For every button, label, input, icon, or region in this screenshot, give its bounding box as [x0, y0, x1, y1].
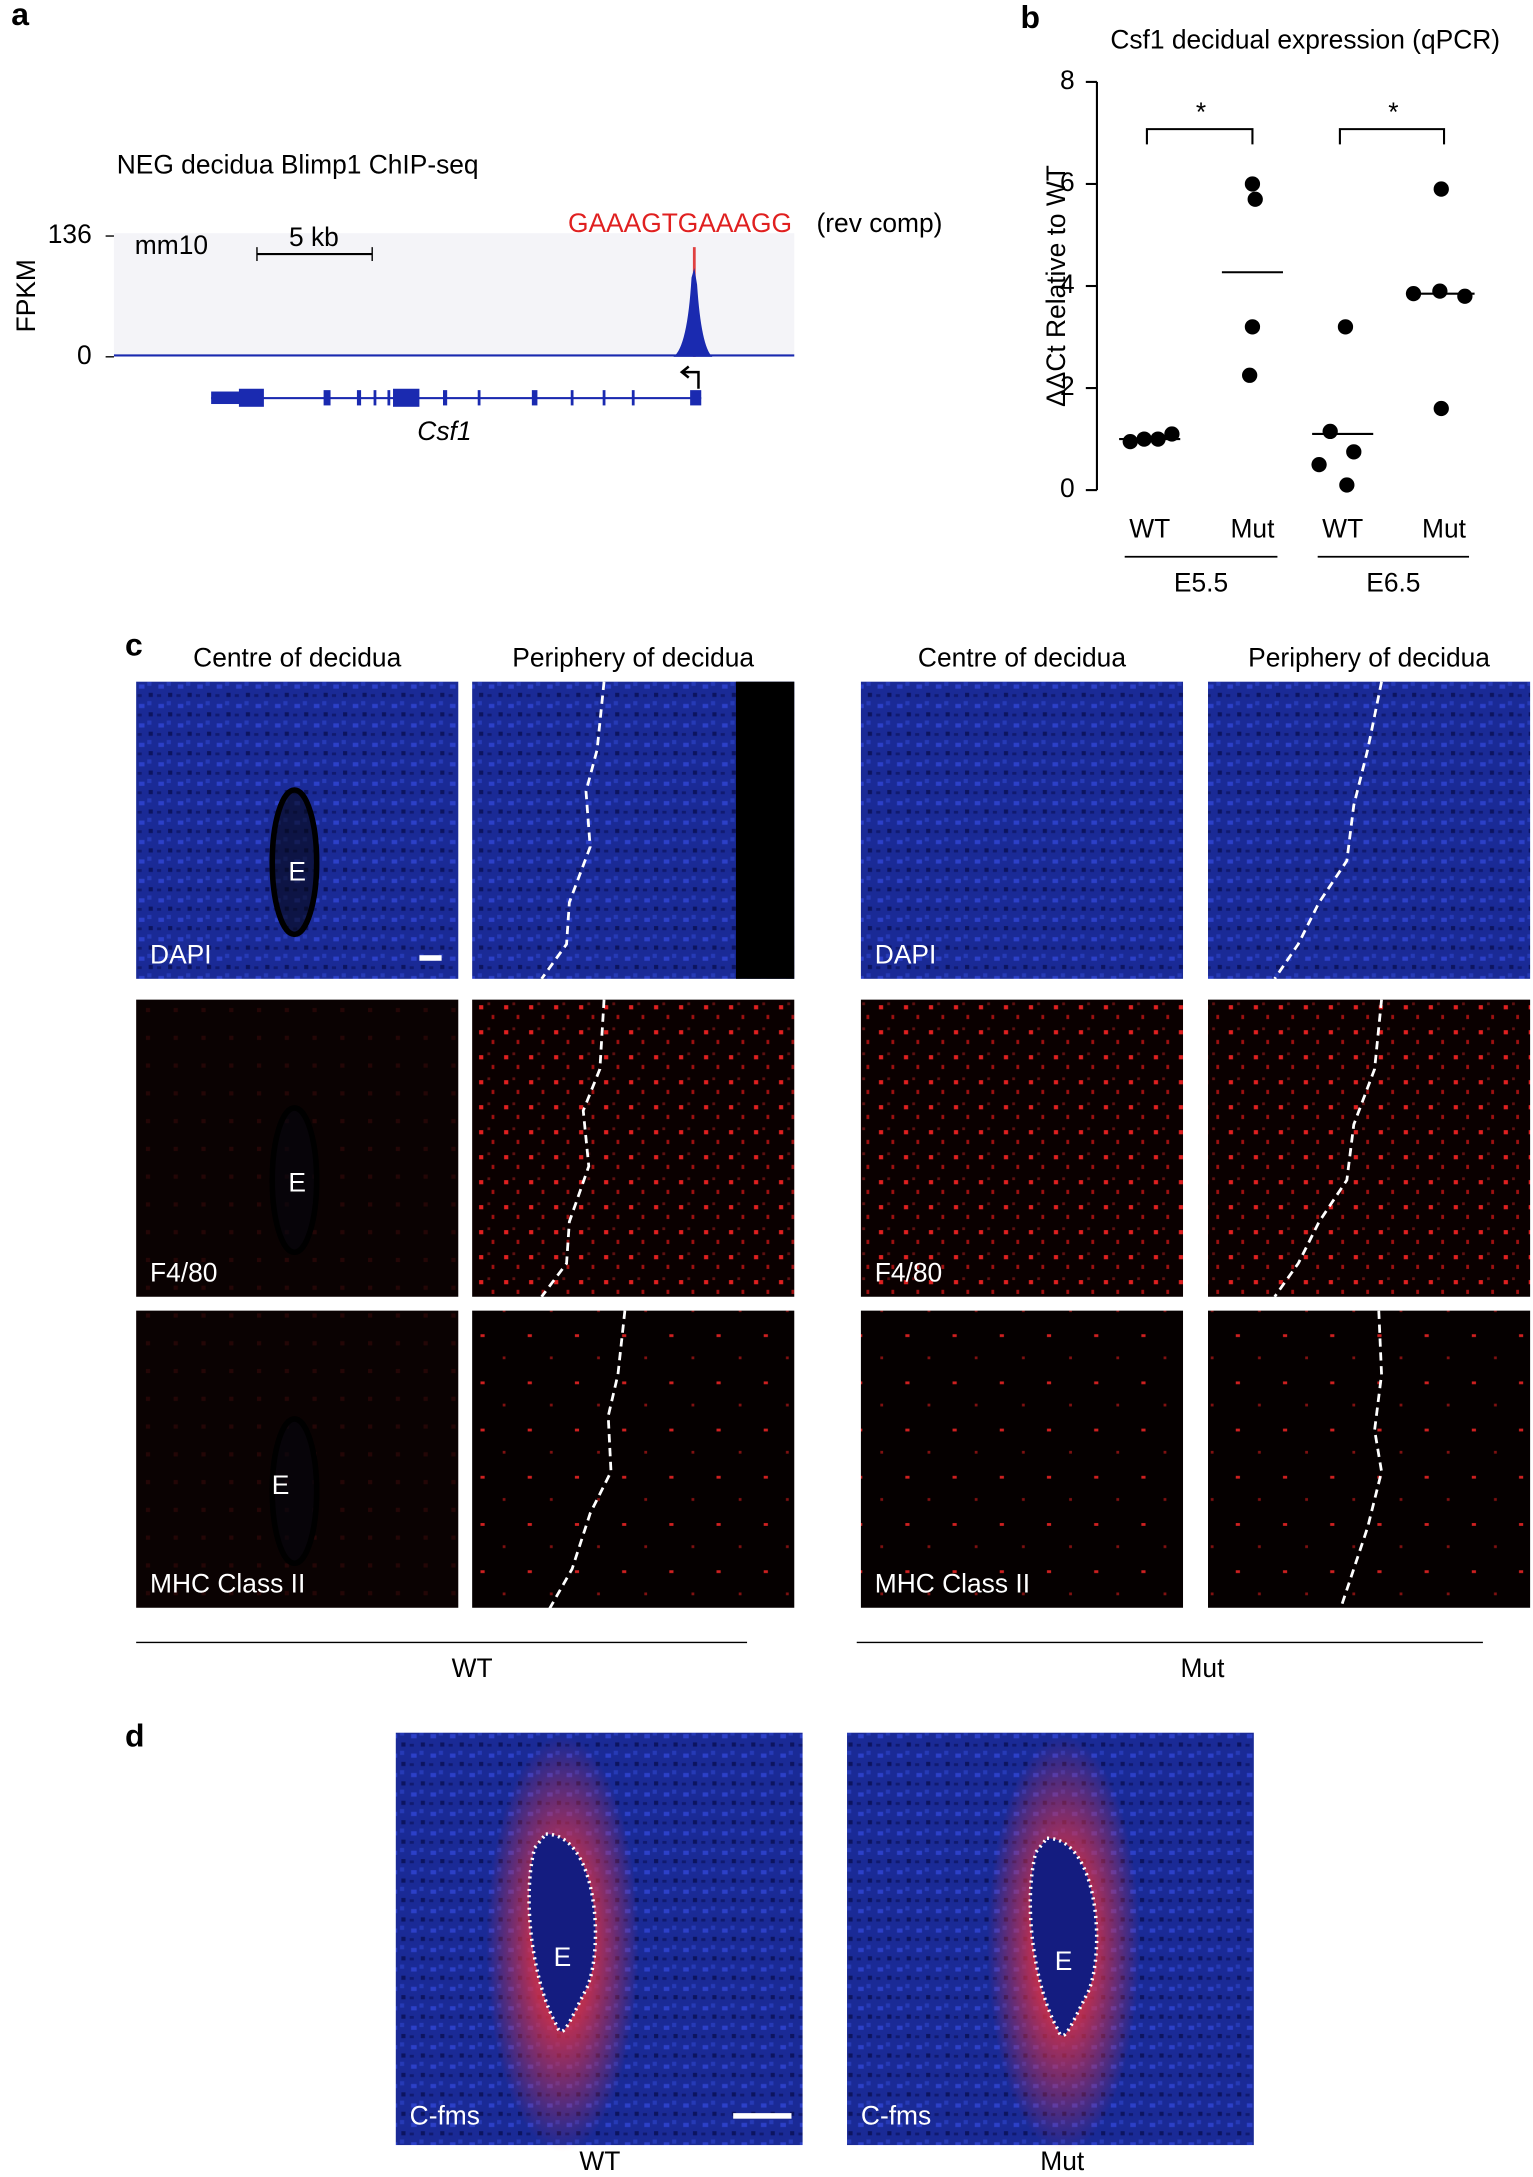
panel-label: b — [1021, 0, 1041, 35]
micrograph — [860, 1310, 1184, 1608]
x-tick-label: WT — [1322, 513, 1363, 543]
embryo-label: E — [288, 1167, 306, 1197]
embryo-label: E — [554, 1942, 572, 1972]
y-tick-label: 0 — [77, 340, 92, 370]
significance-bracket — [1145, 128, 1254, 145]
dot — [1247, 191, 1263, 207]
micrograph — [1208, 681, 1531, 979]
dot — [1337, 319, 1354, 335]
column-header: Centre of decidua — [193, 642, 401, 672]
micrograph — [860, 999, 1184, 1297]
stain-label: DAPI — [150, 940, 212, 970]
dot — [1164, 426, 1180, 442]
chart-title: Csf1 decidual expression (qPCR) — [1110, 25, 1500, 55]
y-axis-label: ΔΔCt Relative to WT — [1041, 165, 1071, 407]
dot — [1339, 477, 1355, 493]
embryo-label: E — [288, 856, 306, 886]
group-label: WT — [452, 1653, 493, 1683]
dot — [1322, 423, 1338, 440]
dot — [1346, 444, 1362, 460]
micrograph — [1208, 999, 1531, 1297]
dot — [1244, 176, 1261, 192]
dot — [1242, 367, 1258, 383]
dot — [1457, 288, 1473, 304]
column-header: Periphery of decidua — [512, 642, 754, 672]
group-label: E6.5 — [1366, 567, 1420, 597]
genome-label: mm10 — [135, 230, 208, 260]
stain-label: F4/80 — [875, 1258, 942, 1288]
micrograph — [472, 999, 795, 1297]
y-tick-label: 6 — [1060, 167, 1075, 197]
boundary-line — [547, 1310, 627, 1612]
motif: GAAAGTGAAAGG — [568, 208, 792, 238]
embryo-outline — [269, 787, 320, 938]
x-tick-label: WT — [1129, 513, 1170, 543]
x-tick-label: Mut — [1230, 513, 1275, 543]
embryo-outline — [269, 1105, 320, 1256]
micrograph — [1208, 1310, 1531, 1608]
stain-label: C-fms — [410, 2100, 480, 2130]
y-axis-label: FPKM — [11, 259, 41, 332]
stain-label: C-fms — [861, 2100, 931, 2130]
scale-bar-label: 5 kb — [289, 222, 339, 252]
embryo-outline — [1028, 1836, 1099, 2038]
embryo-label: E — [1055, 1946, 1073, 1976]
track-title: NEG decidua Blimp1 ChIP-seq — [117, 150, 479, 180]
tissue-edge — [735, 681, 795, 979]
stain-label: MHC Class II — [150, 1569, 305, 1599]
y-tick-label: 0 — [1060, 473, 1075, 503]
chip-peak — [673, 267, 713, 357]
dot — [1433, 181, 1449, 197]
scale-bar — [419, 955, 442, 961]
y-tick-label: 4 — [1060, 269, 1075, 299]
x-tick-label: Mut — [1422, 513, 1467, 543]
scale-bar — [733, 2113, 792, 2119]
panel-label: d — [125, 1718, 145, 1754]
gene-model — [211, 388, 702, 407]
boundary-line — [1273, 681, 1383, 980]
group-label: Mut — [1180, 1653, 1225, 1683]
group-label: WT — [579, 2146, 620, 2176]
micrograph — [472, 1310, 795, 1608]
group-label: Mut — [1040, 2146, 1085, 2176]
boundary-line — [540, 999, 606, 1298]
stain-label: F4/80 — [150, 1258, 217, 1288]
dot — [1432, 283, 1448, 299]
embryo-label: E — [272, 1470, 290, 1500]
panel-label: c — [125, 626, 143, 662]
motif-note: (rev comp) — [816, 208, 942, 238]
y-tick-label: 136 — [48, 219, 92, 249]
significance-bracket — [1338, 128, 1446, 145]
dot — [1433, 400, 1449, 417]
dot — [1405, 286, 1422, 302]
dot — [1311, 456, 1327, 473]
dot — [1244, 319, 1261, 335]
boundary-line — [540, 681, 606, 980]
stain-label: MHC Class II — [875, 1569, 1030, 1599]
dot — [1122, 433, 1138, 450]
embryo-outline — [269, 1416, 320, 1567]
stain-label: DAPI — [875, 940, 937, 970]
column-header: Centre of decidua — [918, 642, 1126, 672]
significance-label: * — [1388, 97, 1398, 127]
track-background — [113, 233, 795, 357]
micrograph — [860, 681, 1184, 979]
tss-arrow — [679, 365, 700, 389]
group-label: E5.5 — [1174, 567, 1228, 597]
boundary-line — [1273, 999, 1383, 1298]
embryo-outline — [527, 1832, 598, 2034]
significance-label: * — [1196, 97, 1206, 127]
column-header: Periphery of decidua — [1248, 642, 1490, 672]
panel-label: a — [11, 0, 29, 32]
y-tick-label: 8 — [1060, 65, 1075, 95]
y-tick-label: 2 — [1060, 371, 1075, 401]
gene-label: Csf1 — [417, 416, 471, 446]
